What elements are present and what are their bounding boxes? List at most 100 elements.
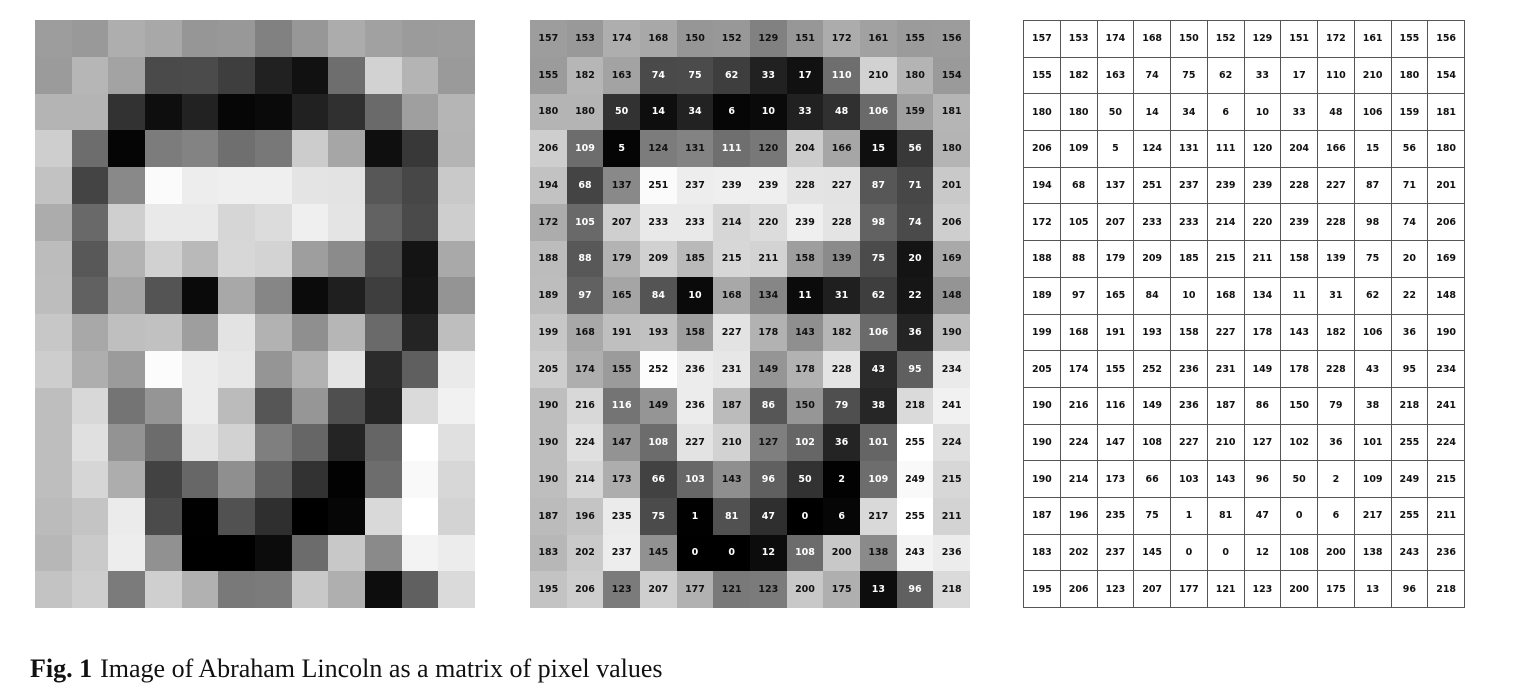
- pixel-cell: [181, 240, 219, 278]
- pixel-cell: [328, 93, 365, 131]
- shaded-value-cell: 86: [750, 387, 787, 425]
- shaded-value-cell: 173: [603, 461, 640, 498]
- shaded-value-cell: 31: [823, 277, 860, 314]
- pixel-cell: [71, 350, 109, 388]
- value-cell: 36: [1318, 424, 1355, 462]
- pixel-cell: [328, 497, 365, 535]
- shaded-value-cell: 155: [603, 350, 640, 388]
- pixel-cell: [145, 350, 182, 388]
- pixel-cell: [401, 461, 439, 498]
- shaded-value-cell: 38: [860, 387, 897, 425]
- value-cell: 165: [1097, 277, 1135, 315]
- pixel-cell: [108, 534, 145, 572]
- value-cell: 6: [1207, 94, 1245, 132]
- pixel-cell: [108, 20, 145, 57]
- pixel-cell: [35, 240, 72, 278]
- pixel-cell: [438, 461, 475, 498]
- pixel-cell: [438, 93, 475, 131]
- value-cell: 241: [1428, 387, 1465, 425]
- shaded-value-cell: 181: [933, 93, 970, 131]
- shaded-value-cell: 220: [750, 203, 787, 241]
- shaded-value-cell: 71: [896, 167, 934, 204]
- shaded-value-cell: 241: [933, 387, 970, 425]
- value-cell: 150: [1281, 387, 1318, 425]
- value-cell: 188: [1024, 241, 1061, 278]
- pixel-cell: [35, 461, 72, 498]
- shaded-value-cell: 116: [603, 387, 640, 425]
- pixel-cell: [365, 93, 402, 131]
- value-cell: 88: [1060, 241, 1098, 278]
- value-cell: 243: [1391, 534, 1429, 572]
- value-cell: 193: [1134, 314, 1171, 352]
- value-cell: 110: [1318, 57, 1355, 95]
- value-cell: 56: [1391, 131, 1429, 168]
- value-cell: 31: [1318, 277, 1355, 315]
- value-cell: 200: [1281, 571, 1318, 608]
- value-cell: 214: [1060, 461, 1098, 498]
- pixel-cell: [35, 534, 72, 572]
- figure-caption-text: Image of Abraham Lincoln as a matrix of …: [100, 654, 663, 683]
- value-cell: 155: [1024, 57, 1061, 95]
- pixel-cell: [328, 461, 365, 498]
- shaded-value-cell: 210: [713, 424, 750, 461]
- value-cell: 123: [1097, 571, 1135, 608]
- shaded-value-cell: 218: [933, 571, 970, 608]
- shaded-value-cell: 214: [713, 203, 750, 241]
- value-cell: 172: [1024, 204, 1061, 242]
- shaded-value-cell: 124: [640, 130, 677, 167]
- value-cell: 190: [1024, 424, 1061, 462]
- shaded-value-cell: 236: [933, 534, 970, 572]
- shaded-value-cell: 50: [786, 461, 824, 498]
- pixel-cell: [35, 93, 72, 131]
- shaded-value-cell: 233: [640, 203, 677, 241]
- value-cell: 195: [1024, 571, 1061, 608]
- value-cell: 178: [1281, 351, 1318, 388]
- pixel-cell: [145, 277, 182, 314]
- pixel-cell: [35, 203, 72, 241]
- value-cell: 239: [1281, 204, 1318, 242]
- shaded-value-cell: 189: [530, 277, 567, 314]
- shaded-value-cell: 206: [933, 203, 970, 241]
- value-cell: 233: [1134, 204, 1171, 242]
- pixel-cell: [328, 314, 365, 351]
- pixel-cell: [291, 350, 329, 388]
- pixel-cell: [108, 314, 145, 351]
- value-cell: 227: [1318, 167, 1355, 205]
- shaded-value-cell: 228: [823, 203, 860, 241]
- pixel-cell: [35, 350, 72, 388]
- pixel-cell: [71, 461, 109, 498]
- shaded-value-cell: 209: [640, 240, 677, 278]
- value-cell: 156: [1428, 21, 1465, 58]
- pixel-cell: [401, 240, 439, 278]
- value-cell: 182: [1060, 57, 1098, 95]
- shaded-value-cell: 233: [676, 203, 714, 241]
- shaded-value-cell: 165: [603, 277, 640, 314]
- pixel-cell: [71, 93, 109, 131]
- shaded-value-cell: 174: [566, 350, 604, 388]
- shaded-value-cell: 155: [530, 56, 567, 94]
- value-cell: 151: [1281, 21, 1318, 58]
- shaded-value-cell: 74: [896, 203, 934, 241]
- shaded-value-cell: 194: [530, 167, 567, 204]
- shaded-value-cell: 182: [823, 314, 860, 351]
- value-cell: 168: [1060, 314, 1098, 352]
- value-cell: 168: [1207, 277, 1245, 315]
- value-cell: 180: [1391, 57, 1429, 95]
- shaded-value-cell: 129: [750, 20, 787, 57]
- value-cell: 236: [1428, 534, 1465, 572]
- value-cell: 169: [1428, 241, 1465, 278]
- shaded-value-cell: 200: [823, 534, 860, 572]
- value-cell: 207: [1134, 571, 1171, 608]
- pixel-cell: [35, 56, 72, 94]
- shaded-value-cell: 1: [676, 497, 714, 535]
- shaded-value-cell: 168: [640, 20, 677, 57]
- pixel-cell: [145, 203, 182, 241]
- shaded-value-cell: 98: [860, 203, 897, 241]
- value-cell: 15: [1354, 131, 1392, 168]
- pixel-cell: [291, 497, 329, 535]
- shaded-value-cell: 227: [713, 314, 750, 351]
- value-cell: 174: [1097, 21, 1135, 58]
- pixel-cell: [145, 93, 182, 131]
- pixel-cell: [108, 571, 145, 608]
- value-cell: 228: [1318, 351, 1355, 388]
